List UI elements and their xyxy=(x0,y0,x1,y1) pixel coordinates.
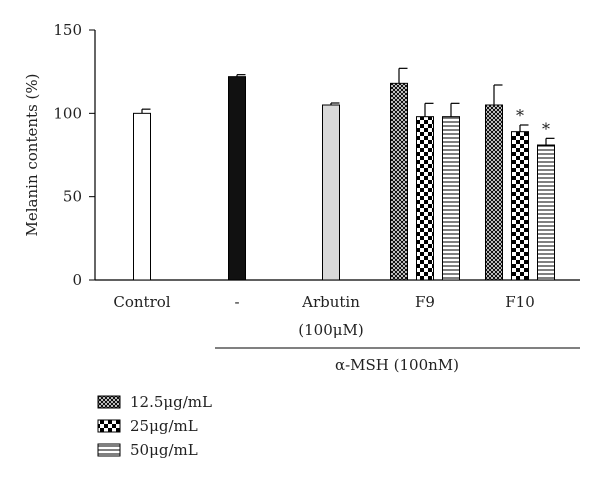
bar xyxy=(416,116,434,281)
y-tick-label: 100 xyxy=(53,104,82,122)
bar xyxy=(511,131,529,281)
legend-swatch xyxy=(97,419,121,433)
significance-star: * xyxy=(516,106,524,125)
y-tick-label: 0 xyxy=(72,271,82,289)
legend-label: 12.5μg/mL xyxy=(130,393,212,411)
y-tick-label: 50 xyxy=(63,188,82,206)
x-tick-label: F9 xyxy=(415,293,435,311)
legend-swatch xyxy=(97,443,121,457)
x-tick-label: - xyxy=(234,293,239,311)
legend-label: 50μg/mL xyxy=(130,441,198,459)
x-tick-label: Control xyxy=(113,293,170,311)
treatment-bracket-label: α-MSH (100nM) xyxy=(335,356,459,374)
legend-label: 25μg/mL xyxy=(130,417,198,435)
bars-layer: ** xyxy=(133,67,555,281)
x-tick-label: Arbutin xyxy=(301,293,360,311)
x-axis-labels: Control - Arbutin (100μM) F9 F10 xyxy=(113,293,534,339)
legend-swatch xyxy=(97,395,121,409)
bar xyxy=(228,76,246,281)
bar xyxy=(442,116,460,281)
legend: 12.5μg/mL 25μg/mL 50μg/mL xyxy=(97,393,212,459)
bar xyxy=(133,112,151,281)
bar xyxy=(485,104,503,281)
y-axis-label: Melanin contents (%) xyxy=(23,74,41,237)
x-tick-label: F10 xyxy=(505,293,535,311)
bar xyxy=(537,144,555,281)
x-tick-sublabel: (100μM) xyxy=(298,321,363,339)
y-tick-label: 150 xyxy=(53,21,82,39)
bar xyxy=(322,104,340,281)
bar xyxy=(390,82,408,281)
y-axis-ticks: 0 50 100 150 xyxy=(53,21,95,289)
significance-star: * xyxy=(542,119,550,138)
